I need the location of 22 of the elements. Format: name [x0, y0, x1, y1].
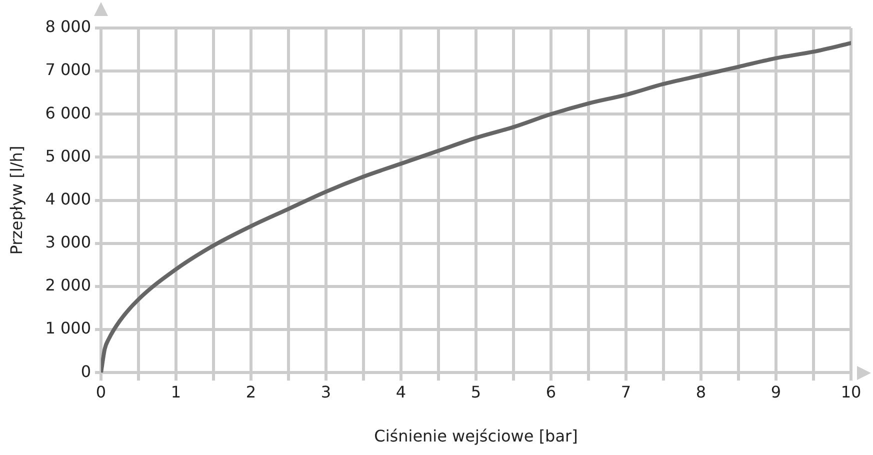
x-tick-label: 3: [320, 382, 332, 402]
y-tick-label: 4 000: [45, 189, 92, 208]
x-tick-label: 10: [840, 382, 862, 402]
y-tick-label: 7 000: [45, 60, 92, 80]
x-tick-label: 8: [696, 382, 706, 402]
y-tick-label: 2 000: [45, 276, 92, 295]
x-tick-label: 2: [246, 382, 256, 402]
x-tick-label: 6: [546, 382, 556, 402]
y-axis-title: Przepływ [l/h]: [6, 146, 26, 255]
x-tick-label: 7: [620, 382, 632, 402]
y-tick-label: 3 000: [45, 232, 92, 252]
y-tick-label: 5 000: [45, 146, 92, 166]
x-tick-label: 1: [170, 382, 182, 402]
x-tick-label: 4: [396, 382, 406, 402]
y-tick-label: 6 000: [45, 103, 92, 122]
y-tick-label: 8 000: [45, 17, 92, 36]
x-tick-label: 9: [770, 382, 782, 402]
y-tick-label: 1 000: [45, 318, 92, 338]
y-tick-label: 0: [80, 362, 92, 381]
x-tick-label: 5: [470, 382, 482, 402]
x-axis-title: Ciśnienie wejściowe [bar]: [374, 426, 578, 446]
x-tick-label: 0: [96, 382, 106, 402]
